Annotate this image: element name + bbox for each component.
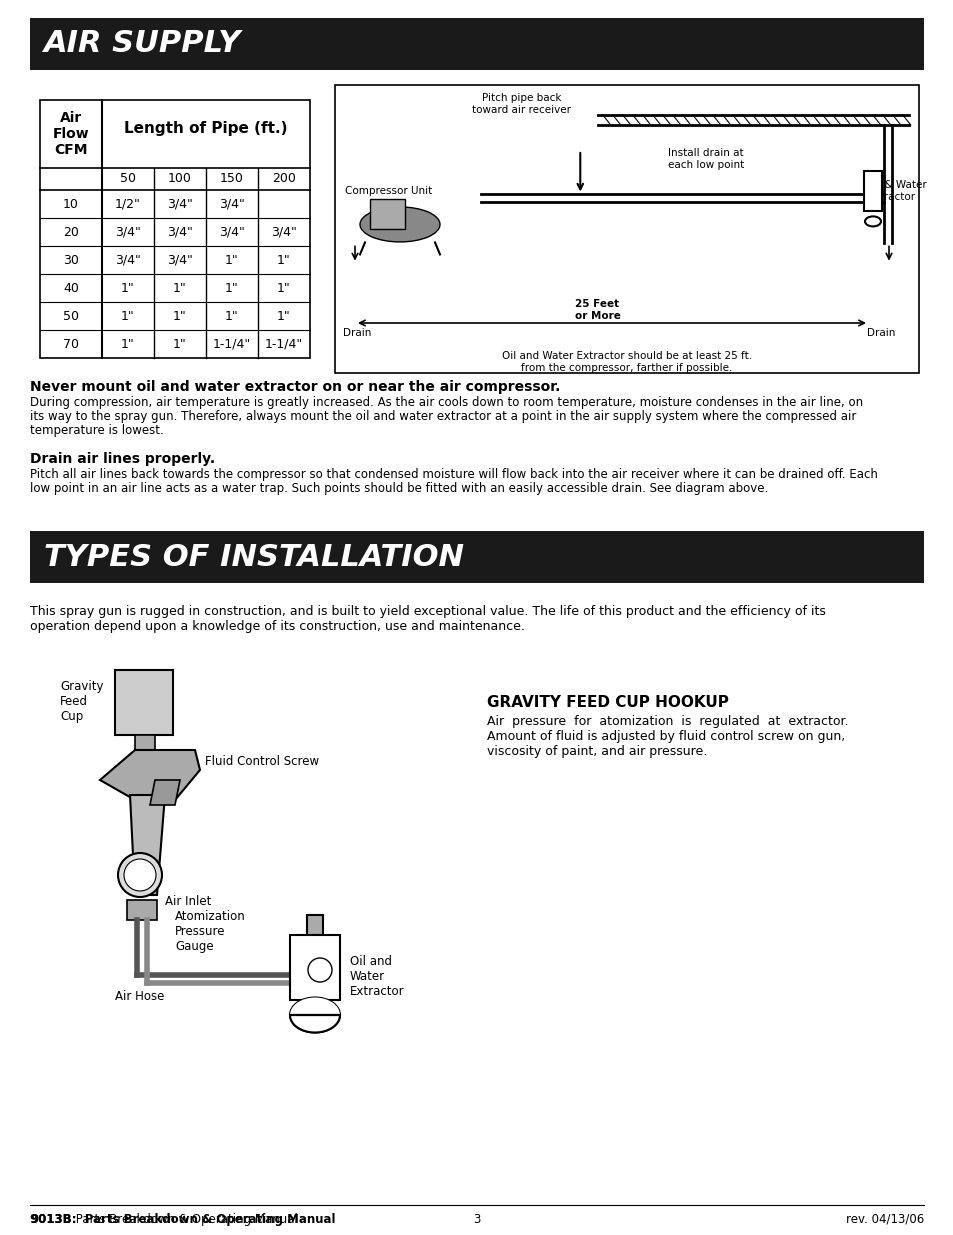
Text: Length of Pipe (ft.): Length of Pipe (ft.) (124, 121, 288, 136)
Text: 200: 200 (272, 173, 295, 185)
Text: Drain air lines properly.: Drain air lines properly. (30, 452, 214, 466)
Text: 3/4": 3/4" (167, 198, 193, 210)
Text: 50: 50 (120, 173, 136, 185)
Text: 30: 30 (63, 253, 79, 267)
Text: Atomization
Pressure
Gauge: Atomization Pressure Gauge (174, 910, 246, 953)
Text: 3/4": 3/4" (115, 226, 141, 238)
Text: 150: 150 (220, 173, 244, 185)
Text: 3/4": 3/4" (271, 226, 296, 238)
Text: 1": 1" (225, 253, 238, 267)
Text: 50: 50 (63, 310, 79, 322)
Bar (30, 19, 923, 70)
Ellipse shape (864, 216, 880, 226)
Text: Pitch pipe back
toward air receiver: Pitch pipe back toward air receiver (472, 93, 571, 115)
Text: AIR SUPPLY: AIR SUPPLY (44, 30, 241, 58)
Text: GRAVITY FEED CUP HOOKUP: GRAVITY FEED CUP HOOKUP (486, 695, 728, 710)
Text: Air Inlet: Air Inlet (165, 895, 212, 908)
Polygon shape (130, 795, 165, 895)
Circle shape (118, 853, 162, 897)
Bar (290, 935, 339, 1000)
Text: 1": 1" (225, 282, 238, 294)
Text: 3/4": 3/4" (167, 226, 193, 238)
Text: Never mount oil and water extractor on or near the air compressor.: Never mount oil and water extractor on o… (30, 380, 559, 394)
Text: 1": 1" (225, 310, 238, 322)
Polygon shape (100, 750, 200, 800)
Text: its way to the spray gun. Therefore, always mount the oil and water extractor at: its way to the spray gun. Therefore, alw… (30, 410, 856, 424)
Circle shape (308, 958, 332, 982)
Text: 1": 1" (121, 310, 134, 322)
Text: 1/2": 1/2" (115, 198, 141, 210)
Text: 3/4": 3/4" (167, 253, 193, 267)
Text: During compression, air temperature is greatly increased. As the air cools down : During compression, air temperature is g… (30, 396, 862, 409)
Text: 1": 1" (276, 282, 291, 294)
Bar (40, 100, 310, 358)
Text: Pitch all air lines back towards the compressor so that condensed moisture will : Pitch all air lines back towards the com… (30, 468, 877, 480)
Text: temperature is lowest.: temperature is lowest. (30, 424, 164, 437)
Text: This spray gun is rugged in construction, and is built to yield exceptional valu: This spray gun is rugged in construction… (30, 605, 825, 618)
Bar (307, 915, 323, 935)
Ellipse shape (290, 998, 339, 1032)
Text: Install drain at
each low point: Install drain at each low point (667, 148, 743, 170)
Text: 40: 40 (63, 282, 79, 294)
Text: 25 Feet
or More: 25 Feet or More (575, 299, 620, 321)
Text: Parts Breakdown & Operating Manual: Parts Breakdown & Operating Manual (71, 1213, 297, 1226)
Text: 1": 1" (276, 310, 291, 322)
Text: 9013B:  Parts Breakdown & Operating Manual: 9013B: Parts Breakdown & Operating Manua… (30, 1213, 335, 1226)
Text: 1": 1" (172, 282, 187, 294)
Text: Oil and
Water
Extractor: Oil and Water Extractor (350, 955, 404, 998)
Bar (863, 172, 882, 211)
Bar (335, 85, 918, 373)
Bar (115, 671, 172, 735)
Text: Fluid Control Screw: Fluid Control Screw (205, 755, 319, 768)
Text: 9013B:: 9013B: (30, 1213, 76, 1226)
Text: 10: 10 (63, 198, 79, 210)
Bar (30, 531, 923, 583)
Text: rev. 04/13/06: rev. 04/13/06 (845, 1213, 923, 1226)
Text: 3/4": 3/4" (219, 198, 245, 210)
Text: 1-1/4": 1-1/4" (265, 337, 303, 351)
Text: 1": 1" (121, 337, 134, 351)
Text: 3: 3 (473, 1213, 480, 1226)
Ellipse shape (290, 998, 339, 1032)
Text: Oil and Water Extractor should be at least 25 ft.
from the compressor, farther i: Oil and Water Extractor should be at lea… (501, 351, 751, 373)
Text: Oil & Water
Extractor: Oil & Water Extractor (866, 180, 925, 201)
Text: TYPES OF INSTALLATION: TYPES OF INSTALLATION (44, 542, 463, 572)
Ellipse shape (359, 207, 439, 242)
Text: viscosity of paint, and air pressure.: viscosity of paint, and air pressure. (486, 745, 706, 758)
Text: 1": 1" (172, 337, 187, 351)
Circle shape (124, 860, 156, 890)
Polygon shape (290, 1015, 339, 1032)
Text: Drain: Drain (343, 329, 371, 338)
Text: 100: 100 (168, 173, 192, 185)
Text: low point in an air line acts as a water trap. Such points should be fitted with: low point in an air line acts as a water… (30, 482, 767, 495)
Text: Gravity
Feed
Cup: Gravity Feed Cup (60, 680, 103, 722)
Text: 3/4": 3/4" (115, 253, 141, 267)
Text: 20: 20 (63, 226, 79, 238)
Text: Air Hose: Air Hose (115, 990, 164, 1003)
Text: 1-1/4": 1-1/4" (213, 337, 251, 351)
Text: 1": 1" (121, 282, 134, 294)
Text: Air  pressure  for  atomization  is  regulated  at  extractor.: Air pressure for atomization is regulate… (486, 715, 847, 727)
Text: Drain: Drain (866, 329, 895, 338)
Bar (370, 199, 405, 230)
Text: Compressor Unit: Compressor Unit (345, 185, 432, 196)
Text: Amount of fluid is adjusted by fluid control screw on gun,: Amount of fluid is adjusted by fluid con… (486, 730, 844, 743)
Bar (127, 900, 157, 920)
Text: operation depend upon a knowledge of its construction, use and maintenance.: operation depend upon a knowledge of its… (30, 620, 524, 634)
Text: 3/4": 3/4" (219, 226, 245, 238)
Bar (135, 735, 154, 750)
Text: 1": 1" (172, 310, 187, 322)
Text: 70: 70 (63, 337, 79, 351)
Text: Air
Flow
CFM: Air Flow CFM (52, 111, 90, 157)
Polygon shape (150, 781, 180, 805)
Text: 1": 1" (276, 253, 291, 267)
